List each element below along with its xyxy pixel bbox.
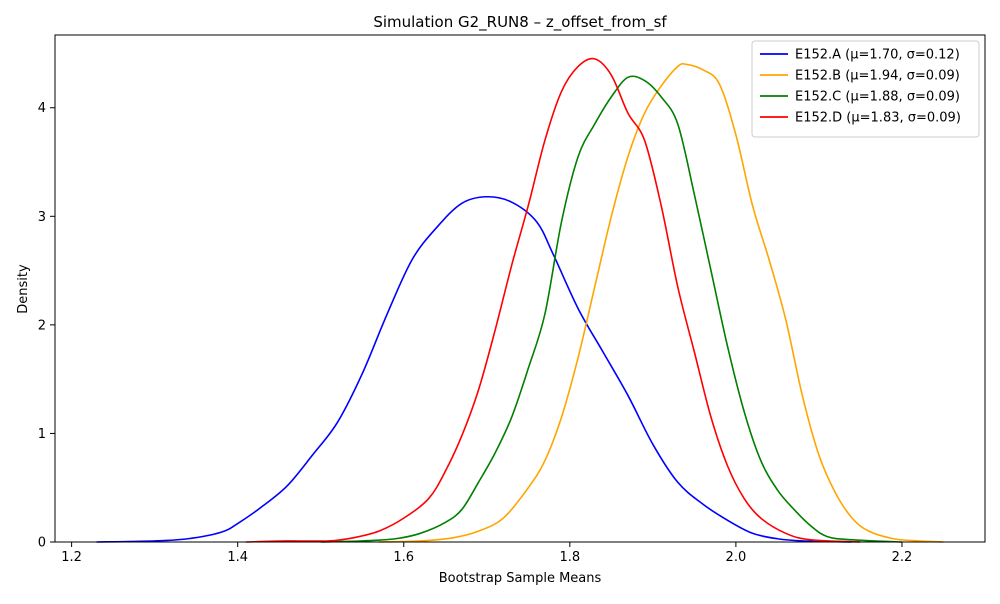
x-tick-label: 1.4 — [227, 550, 248, 565]
series-line-4 — [245, 57, 861, 543]
legend-entry: E152.A (μ=1.70, σ=0.12) — [795, 48, 960, 63]
x-tick-label: 2.0 — [726, 550, 747, 565]
legend-entry: E152.C (μ=1.88, σ=0.09) — [795, 90, 960, 105]
y-axis-ticks: 0 1 2 3 4 — [38, 101, 55, 551]
series-line-2 — [378, 63, 944, 543]
x-tick-label: 1.8 — [559, 550, 580, 565]
y-axis-label: Density — [16, 264, 31, 314]
x-tick-label: 1.2 — [61, 550, 82, 565]
series-line-3 — [320, 75, 902, 543]
legend: E152.A (μ=1.70, σ=0.12) E152.B (μ=1.94, σ… — [751, 40, 980, 138]
x-axis-label: Bootstrap Sample Means — [439, 571, 602, 586]
plot-frame — [54, 34, 986, 543]
legend-entry: E152.D (μ=1.83, σ=0.09) — [795, 111, 961, 126]
y-tick-label: 0 — [38, 536, 46, 551]
plot-area — [96, 57, 944, 543]
series-line-1 — [96, 195, 853, 543]
chart-title: Simulation G2_RUN8 – z_offset_from_sf — [373, 13, 667, 32]
legend-entry: E152.B (μ=1.94, σ=0.09) — [795, 69, 960, 84]
x-tick-label: 1.6 — [393, 550, 414, 565]
x-tick-label: 2.2 — [892, 550, 913, 565]
x-axis-ticks: 1.2 1.4 1.6 1.8 2.0 2.2 — [61, 542, 912, 565]
legend-box — [751, 40, 980, 138]
y-tick-label: 3 — [38, 210, 46, 225]
y-tick-label: 4 — [38, 101, 46, 116]
y-tick-label: 2 — [38, 318, 46, 333]
y-tick-label: 1 — [38, 427, 46, 442]
